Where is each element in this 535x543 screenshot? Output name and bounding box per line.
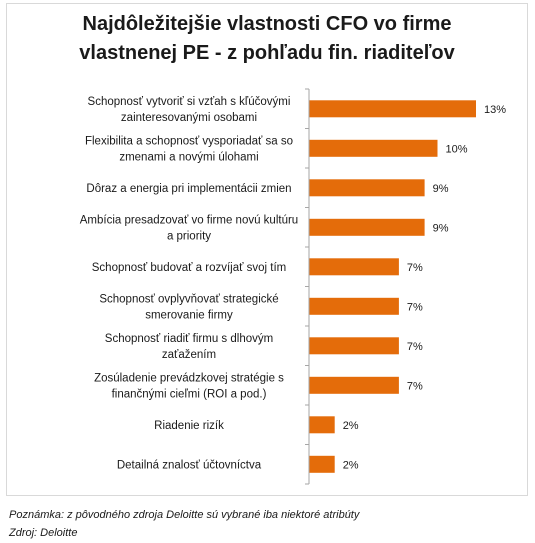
category-label-line: a priority <box>167 230 211 242</box>
bar <box>309 455 335 473</box>
bar <box>309 376 399 394</box>
chart-title-line-2: vlastnenej PE - z pohľadu fin. riaditeľo… <box>79 42 455 64</box>
category-label-line: finančnými cieľmi (ROI a pod.) <box>112 388 267 400</box>
category-label: Riadenie rizík <box>154 420 224 432</box>
category-label-line: Schopnosť vytvoriť si vzťah s kľúčovými <box>88 96 291 108</box>
category-label-line: zaťažením <box>162 349 216 361</box>
data-label: 13% <box>484 104 506 116</box>
category-label: Zosúladenie prevádzkovej stratégie s fina… <box>94 372 284 400</box>
category-label: Schopnosť ovplyvňovať strategické smerova… <box>99 293 278 321</box>
chart-note: Poznámka: z pôvodného zdroja Deloitte sú… <box>9 509 360 521</box>
bar <box>309 179 425 197</box>
data-label: 7% <box>407 262 423 274</box>
data-label: 2% <box>343 420 359 432</box>
bar <box>309 218 425 236</box>
category-label: Flexibilita a schopnosť vysporiadať sa s… <box>85 135 293 163</box>
data-label: 7% <box>407 301 423 313</box>
category-label: Detailná znalosť účtovníctva <box>117 459 262 471</box>
category-label: Schopnosť vytvoriť si vzťah s kľúčovými z… <box>88 96 291 124</box>
chart-title: Najdôležitejšie vlastnosti CFO vo firme … <box>6 10 528 68</box>
bar <box>309 337 399 355</box>
data-label: 7% <box>407 380 423 392</box>
category-label-line: Zosúladenie prevádzkovej stratégie s <box>94 372 284 384</box>
category-label-line: Flexibilita a schopnosť vysporiadať sa s… <box>85 135 293 147</box>
bar <box>309 297 399 315</box>
category-label-line: Dôraz a energia pri implementácii zmien <box>86 183 291 195</box>
chart-frame <box>6 3 528 496</box>
bar <box>309 416 335 434</box>
category-label-line: Schopnosť budovať a rozvíjať svoj tím <box>92 262 286 274</box>
data-label: 9% <box>433 222 449 234</box>
category-label: Schopnosť riadiť firmu s dlhovým zaťažení… <box>105 333 273 361</box>
category-label-line: Ambícia presadzovať vo firme novú kultúr… <box>80 214 298 226</box>
bar <box>309 139 438 157</box>
category-label-line: smerovanie firmy <box>145 309 233 321</box>
category-label-line: zmenami a novými úlohami <box>119 151 258 163</box>
category-label-line: Detailná znalosť účtovníctva <box>117 459 262 471</box>
bar <box>309 100 476 118</box>
category-label: Ambícia presadzovať vo firme novú kultúr… <box>80 214 298 242</box>
data-label: 7% <box>407 341 423 353</box>
category-label: Dôraz a energia pri implementácii zmien <box>86 183 291 195</box>
data-label: 10% <box>446 143 468 155</box>
category-label-line: Riadenie rizík <box>154 420 224 432</box>
category-label: Schopnosť budovať a rozvíjať svoj tím <box>92 262 286 274</box>
category-label-line: zainteresovanými osobami <box>121 112 257 124</box>
category-label-line: Schopnosť ovplyvňovať strategické <box>99 293 278 305</box>
chart-source: Zdroj: Deloitte <box>9 527 78 539</box>
bar <box>309 258 399 276</box>
chart-title-line-1: Najdôležitejšie vlastnosti CFO vo firme <box>82 13 452 35</box>
category-label-line: Schopnosť riadiť firmu s dlhovým <box>105 333 273 345</box>
data-label: 2% <box>343 459 359 471</box>
data-label: 9% <box>433 183 449 195</box>
